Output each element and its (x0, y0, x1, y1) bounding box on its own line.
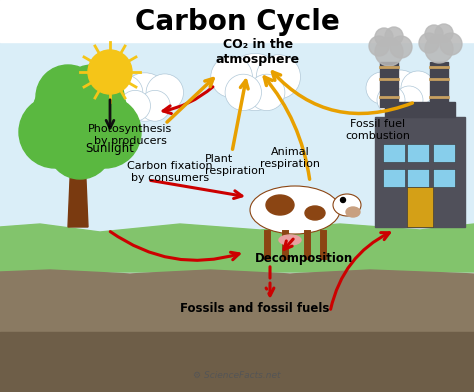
Bar (0, 0, 474, 42)
Circle shape (440, 33, 462, 55)
Ellipse shape (266, 195, 294, 215)
Ellipse shape (346, 207, 360, 217)
Circle shape (369, 36, 389, 56)
Circle shape (378, 70, 422, 114)
Bar (380, 62, 398, 107)
Ellipse shape (250, 186, 340, 234)
Circle shape (146, 74, 183, 111)
Circle shape (227, 53, 283, 111)
Circle shape (211, 56, 252, 98)
Circle shape (385, 27, 403, 45)
Circle shape (375, 28, 393, 46)
Bar (433, 144, 455, 162)
FancyArrowPatch shape (167, 78, 213, 122)
Circle shape (88, 50, 132, 94)
FancyArrowPatch shape (110, 232, 239, 260)
Circle shape (121, 73, 169, 121)
Circle shape (32, 69, 128, 165)
FancyArrowPatch shape (106, 100, 114, 128)
Circle shape (19, 96, 91, 168)
Circle shape (435, 24, 453, 42)
Circle shape (401, 71, 435, 105)
Bar (375, 117, 465, 227)
Circle shape (425, 25, 443, 43)
Bar (0, 332, 474, 392)
Circle shape (375, 38, 403, 66)
FancyArrowPatch shape (273, 72, 412, 114)
Circle shape (395, 86, 423, 114)
Ellipse shape (305, 206, 325, 220)
FancyArrowPatch shape (264, 77, 310, 179)
Circle shape (366, 72, 398, 104)
Bar (0, 0, 474, 272)
Circle shape (425, 35, 453, 63)
FancyArrowPatch shape (233, 80, 248, 149)
Text: Carbon fixation
by consumers: Carbon fixation by consumers (127, 161, 213, 183)
Circle shape (225, 74, 262, 111)
Text: Fossil fuel
combustion: Fossil fuel combustion (346, 119, 410, 141)
Text: Plant
respiration: Plant respiration (205, 154, 265, 176)
Text: ⚙ ScienceFacts.net: ⚙ ScienceFacts.net (193, 371, 281, 380)
Circle shape (419, 33, 439, 53)
Polygon shape (0, 270, 474, 392)
Polygon shape (0, 224, 474, 272)
Text: Photosynthesis
by producers: Photosynthesis by producers (88, 124, 172, 145)
Circle shape (108, 75, 143, 110)
Ellipse shape (279, 235, 301, 245)
FancyArrowPatch shape (163, 87, 213, 114)
FancyArrowPatch shape (266, 267, 274, 296)
Text: Decomposition: Decomposition (255, 252, 353, 265)
Bar (407, 187, 433, 227)
Circle shape (139, 91, 170, 121)
Circle shape (256, 55, 301, 99)
FancyArrowPatch shape (330, 232, 390, 309)
Bar (407, 144, 429, 162)
Polygon shape (68, 157, 88, 227)
Circle shape (340, 198, 346, 203)
Text: Carbon Cycle: Carbon Cycle (135, 8, 339, 36)
Circle shape (69, 96, 141, 168)
Bar (383, 144, 405, 162)
Text: Sunlight: Sunlight (86, 142, 135, 155)
Text: Animal
respiration: Animal respiration (260, 147, 320, 169)
Circle shape (36, 65, 100, 129)
Circle shape (390, 36, 412, 58)
Ellipse shape (333, 194, 361, 216)
Bar (385, 102, 455, 117)
FancyArrowPatch shape (284, 239, 293, 249)
Circle shape (60, 65, 124, 129)
Circle shape (377, 86, 405, 114)
FancyArrowPatch shape (151, 180, 242, 198)
Circle shape (48, 115, 112, 179)
Bar (407, 169, 429, 187)
Text: Fossils and fossil fuels: Fossils and fossil fuels (180, 302, 330, 315)
Bar (433, 169, 455, 187)
Circle shape (120, 91, 151, 121)
Circle shape (248, 74, 285, 111)
Text: CO₂ in the
atmosphere: CO₂ in the atmosphere (216, 38, 300, 66)
Bar (383, 169, 405, 187)
Bar (430, 62, 448, 107)
